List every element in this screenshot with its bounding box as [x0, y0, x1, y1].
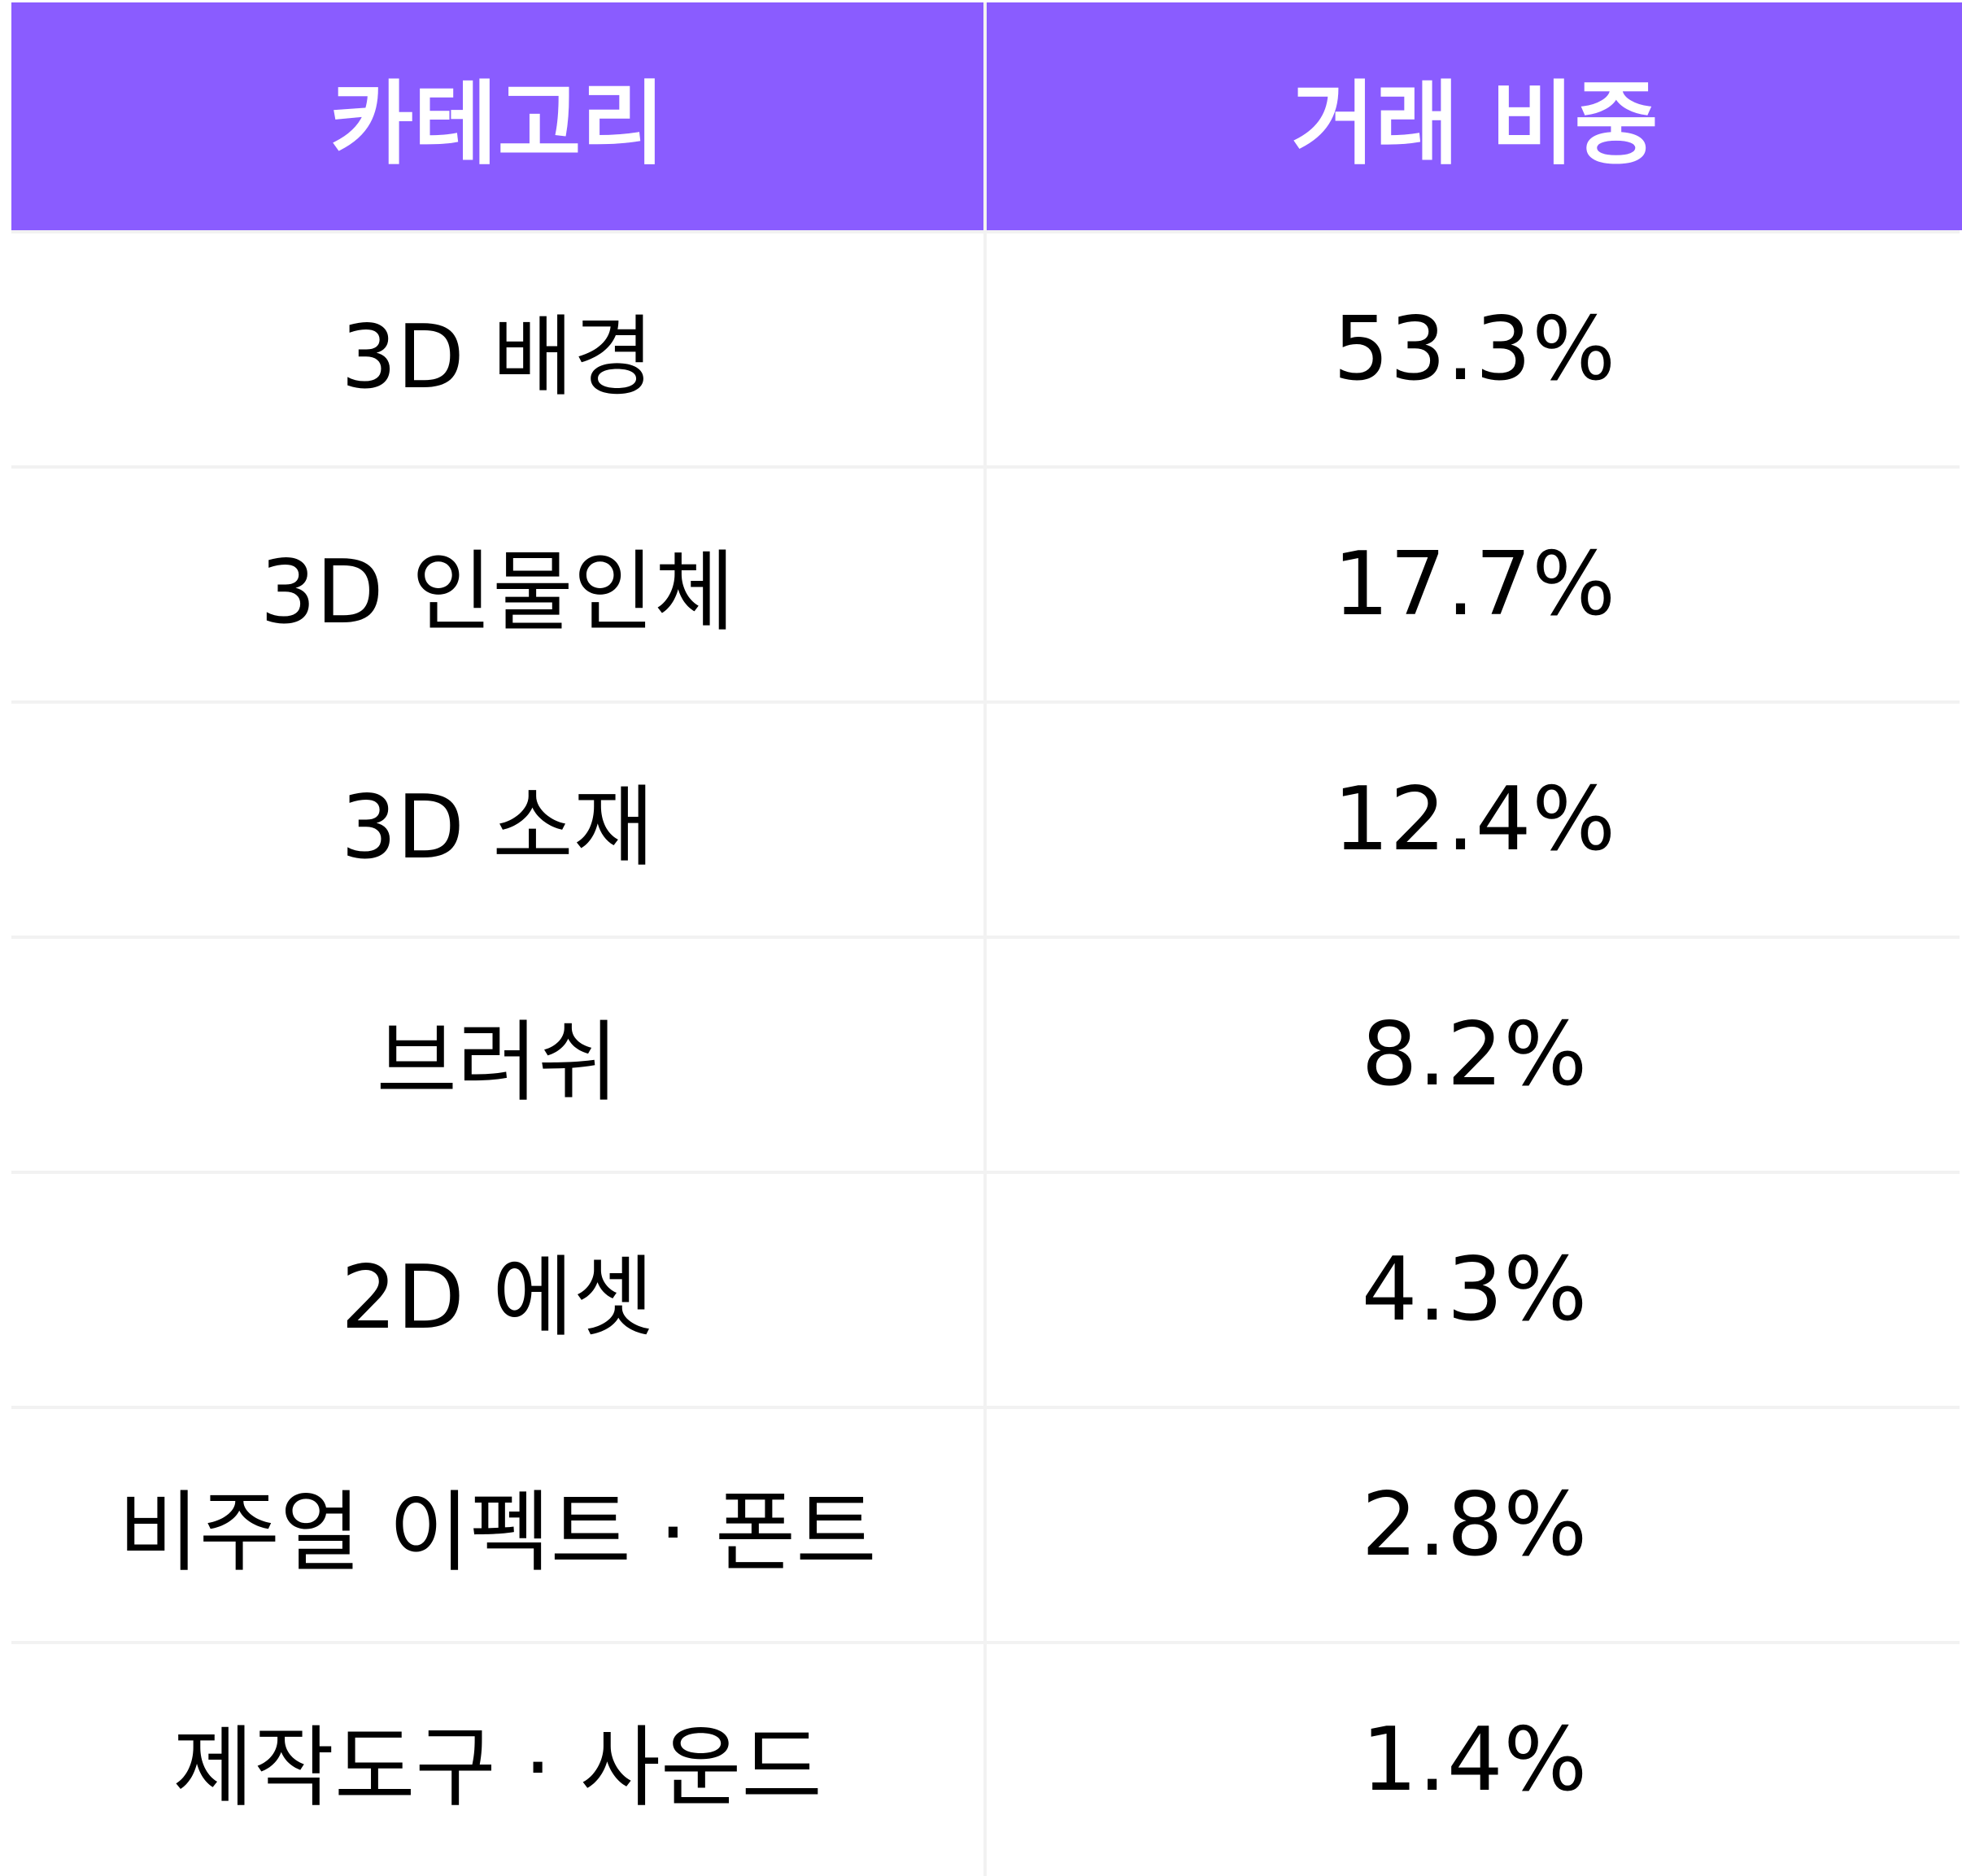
row-2-share: 17.7%	[987, 469, 1962, 700]
row-7-share: 1.4%	[987, 1644, 1962, 1876]
row-7-category: 제작도구 · 사운드	[11, 1644, 983, 1876]
row-6-category: 비주얼 이펙트 · 폰트	[11, 1409, 983, 1641]
row-5-share: 4.3%	[987, 1174, 1962, 1406]
header-category: 카테고리	[11, 2, 983, 230]
row-4-category: 브러쉬	[11, 939, 983, 1171]
row-5-category: 2D 에셋	[11, 1174, 983, 1406]
row-6-share: 2.8%	[987, 1409, 1962, 1641]
row-3-category: 3D 소재	[11, 704, 983, 936]
share-table: 카테고리 거래 비중 3D 배경 53.3% 3D 인물인체 17.7% 3D …	[11, 2, 1962, 1876]
row-1-share: 53.3%	[987, 233, 1962, 465]
header-share: 거래 비중	[987, 2, 1962, 230]
row-1-category: 3D 배경	[11, 233, 983, 465]
row-2-category: 3D 인물인체	[11, 469, 983, 700]
row-3-share: 12.4%	[987, 704, 1962, 936]
row-4-share: 8.2%	[987, 939, 1962, 1171]
